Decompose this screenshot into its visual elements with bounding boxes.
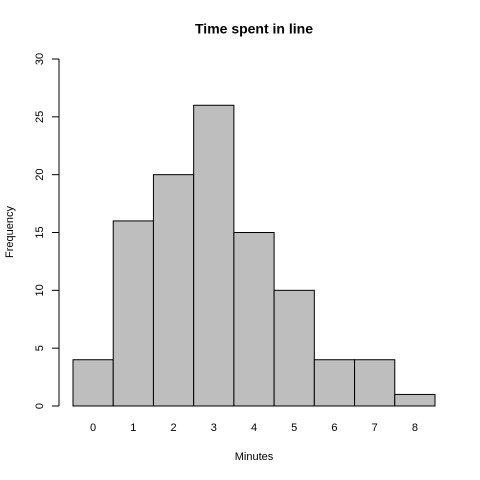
y-tick-label: 10	[34, 284, 46, 296]
y-tick-label: 30	[34, 53, 46, 65]
x-tick-label: 8	[412, 422, 418, 434]
x-tick-label: 4	[251, 422, 257, 434]
x-tick-label: 1	[130, 422, 136, 434]
bar	[313, 359, 356, 407]
y-axis-label: Frequency	[4, 206, 16, 258]
bar	[72, 359, 114, 407]
y-tick-label: 0	[34, 403, 46, 409]
bar	[193, 104, 235, 407]
bar	[394, 393, 436, 407]
x-tick-label: 3	[211, 422, 217, 434]
chart-title: Time spent in line	[195, 21, 313, 37]
x-tick-label: 7	[372, 422, 378, 434]
x-tick-label: 2	[170, 422, 176, 434]
y-tick-label: 25	[34, 111, 46, 123]
bar	[152, 174, 195, 407]
bar	[273, 289, 315, 407]
y-tick-label: 15	[34, 226, 46, 238]
x-axis-label: Minutes	[235, 451, 274, 463]
y-tick-label: 5	[34, 345, 46, 351]
bar	[233, 232, 275, 407]
x-tick-label: 6	[331, 422, 337, 434]
x-tick-label: 5	[291, 422, 297, 434]
y-tick-label: 20	[34, 169, 46, 181]
bar	[354, 359, 396, 407]
bar	[112, 220, 154, 407]
x-tick-label: 0	[90, 422, 96, 434]
